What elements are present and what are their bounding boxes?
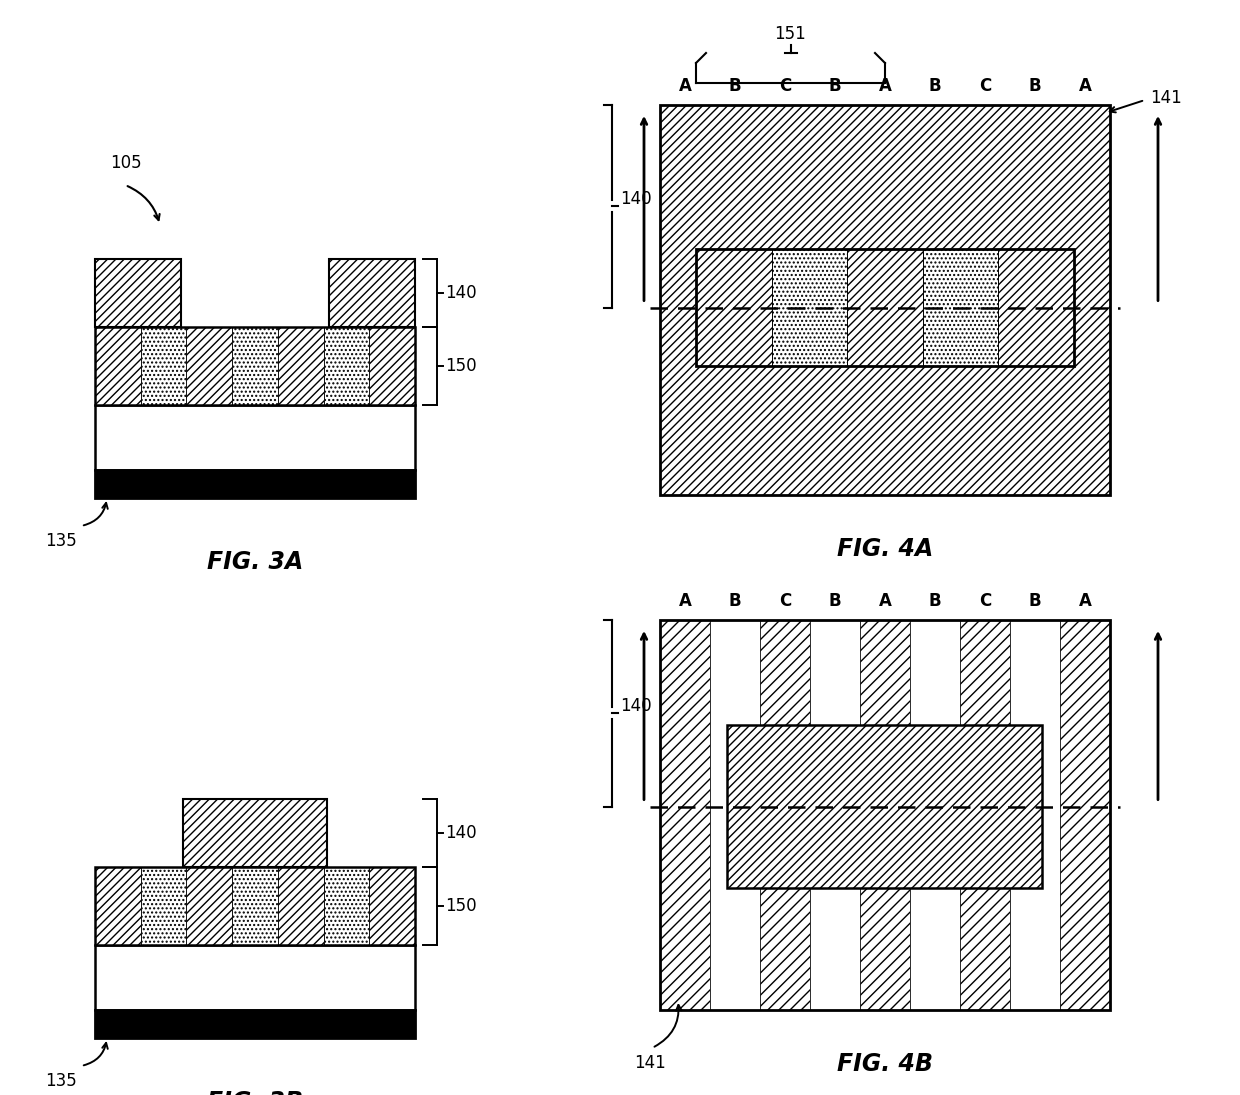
Text: A: A	[678, 592, 692, 610]
Bar	[186, 327, 232, 405]
Text: B: B	[729, 592, 742, 610]
Bar	[861, 620, 910, 1010]
Bar	[95, 1010, 415, 1038]
Text: A: A	[678, 77, 692, 95]
Text: 140: 140	[620, 191, 652, 208]
Bar	[727, 725, 1042, 888]
Text: C: C	[978, 592, 991, 610]
Bar	[232, 327, 278, 405]
Text: C: C	[779, 77, 791, 95]
Bar	[329, 260, 415, 327]
Text: FIG. 4A: FIG. 4A	[837, 537, 934, 561]
Bar	[324, 867, 370, 945]
Bar	[95, 867, 140, 945]
Bar	[324, 327, 370, 405]
Bar	[810, 620, 861, 1010]
Text: 105: 105	[110, 154, 141, 172]
Bar	[847, 249, 923, 366]
Text: C: C	[978, 77, 991, 95]
Text: FIG. 3B: FIG. 3B	[207, 1090, 303, 1095]
Bar	[998, 249, 1074, 366]
Bar	[95, 327, 415, 405]
Bar	[696, 249, 1074, 366]
Bar	[95, 867, 415, 945]
Text: C: C	[779, 592, 791, 610]
Text: B: B	[1029, 77, 1042, 95]
Bar	[660, 620, 711, 1010]
Bar	[370, 867, 415, 945]
Bar	[960, 620, 1011, 1010]
Text: A: A	[879, 592, 892, 610]
Text: B: B	[929, 77, 941, 95]
Text: 140: 140	[620, 698, 652, 715]
Bar	[186, 867, 232, 945]
Text: 135: 135	[45, 532, 77, 550]
Bar	[278, 327, 324, 405]
Bar	[760, 620, 810, 1010]
Bar	[95, 327, 140, 405]
Bar	[660, 620, 1110, 1010]
Bar	[910, 620, 960, 1010]
Text: 141: 141	[1149, 89, 1182, 107]
Bar	[95, 260, 181, 327]
Text: B: B	[828, 592, 841, 610]
Text: A: A	[879, 77, 892, 95]
Bar	[140, 327, 186, 405]
Text: 140: 140	[445, 284, 476, 302]
Bar	[140, 867, 186, 945]
Bar	[923, 249, 998, 366]
Text: 151: 151	[775, 25, 806, 43]
Text: 140: 140	[445, 825, 476, 842]
Bar	[370, 327, 415, 405]
Bar	[660, 105, 1110, 495]
Text: B: B	[729, 77, 742, 95]
Text: 135: 135	[45, 1072, 77, 1090]
Bar	[696, 249, 771, 366]
Text: FIG. 3A: FIG. 3A	[207, 550, 303, 574]
Text: A: A	[1079, 592, 1091, 610]
Text: B: B	[1029, 592, 1042, 610]
Bar	[711, 620, 760, 1010]
Bar	[1060, 620, 1110, 1010]
Text: A: A	[1079, 77, 1091, 95]
Bar	[184, 799, 327, 867]
Text: 150: 150	[445, 357, 476, 374]
Bar	[771, 249, 847, 366]
Text: FIG. 4B: FIG. 4B	[837, 1052, 932, 1076]
Bar	[95, 470, 415, 498]
Text: 150: 150	[445, 897, 476, 915]
Bar	[278, 867, 324, 945]
Text: 141: 141	[634, 1054, 666, 1072]
Bar	[95, 405, 415, 470]
Bar	[232, 867, 278, 945]
Bar	[1011, 620, 1060, 1010]
Text: B: B	[828, 77, 841, 95]
Bar	[95, 945, 415, 1010]
Text: B: B	[929, 592, 941, 610]
